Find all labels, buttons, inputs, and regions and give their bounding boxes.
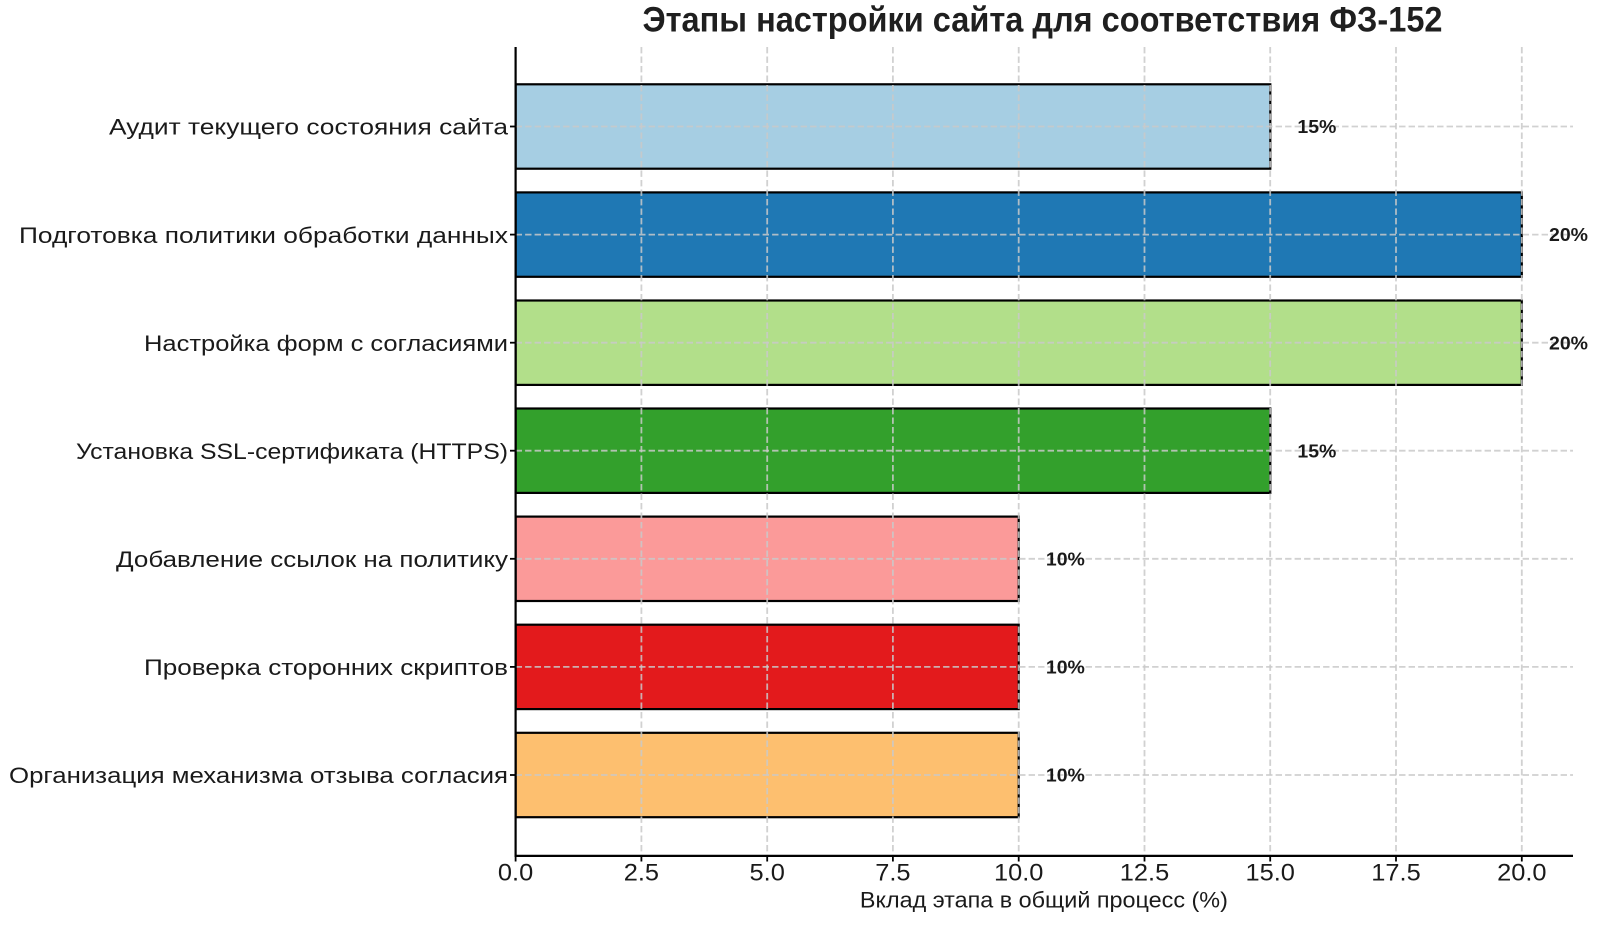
svg-text:0.0: 0.0 <box>498 860 533 887</box>
svg-text:Добавление ссылок на политику: Добавление ссылок на политику <box>116 547 509 572</box>
svg-text:20%: 20% <box>1549 332 1588 353</box>
svg-text:7.5: 7.5 <box>875 860 910 887</box>
svg-text:10%: 10% <box>1046 657 1085 678</box>
svg-text:15.0: 15.0 <box>1246 860 1295 887</box>
svg-text:17.5: 17.5 <box>1371 860 1420 887</box>
svg-text:10.0: 10.0 <box>994 860 1043 887</box>
svg-text:12.5: 12.5 <box>1120 860 1169 887</box>
svg-text:Организация механизма отзыва с: Организация механизма отзыва согласия <box>9 763 508 788</box>
svg-text:5.0: 5.0 <box>750 860 785 887</box>
svg-text:10%: 10% <box>1046 548 1085 569</box>
svg-text:15%: 15% <box>1297 440 1336 461</box>
svg-text:Вклад этапа в общий процесс (%: Вклад этапа в общий процесс (%) <box>860 888 1228 913</box>
svg-text:20%: 20% <box>1549 224 1588 245</box>
svg-text:20.0: 20.0 <box>1497 860 1546 887</box>
svg-text:Настройка форм с согласиями: Настройка форм с согласиями <box>144 331 508 356</box>
svg-text:15%: 15% <box>1297 116 1336 137</box>
svg-text:10%: 10% <box>1046 765 1085 786</box>
svg-text:Проверка сторонних скриптов: Проверка сторонних скриптов <box>144 655 508 680</box>
svg-text:Этапы настройки сайта для соот: Этапы настройки сайта для соответствия Ф… <box>643 1 1443 40</box>
svg-text:Установка SSL-сертификата (HTT: Установка SSL-сертификата (HTTPS) <box>76 439 508 464</box>
svg-text:Подготовка политики обработки: Подготовка политики обработки данных <box>19 223 508 248</box>
svg-text:Аудит текущего состояния сайта: Аудит текущего состояния сайта <box>109 115 509 140</box>
svg-text:2.5: 2.5 <box>624 860 659 887</box>
